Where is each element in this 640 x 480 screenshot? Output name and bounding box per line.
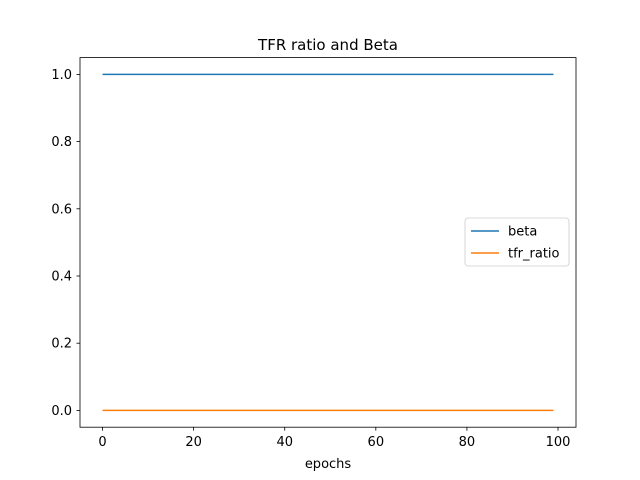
- chart-title: TFR ratio and Beta: [257, 36, 398, 54]
- legend-label: beta: [508, 225, 537, 240]
- legend-label: tfr_ratio: [508, 247, 560, 262]
- plot-frame: [79, 57, 577, 428]
- x-tick-label: 100: [546, 435, 571, 450]
- y-tick-label: 0.4: [51, 270, 72, 285]
- y-tick-label: 0.6: [51, 202, 72, 217]
- y-tick-label: 0.8: [51, 135, 72, 150]
- axis-ticks: 0 20 40 60 80 100 0.0 0.2 0.4 0.6 0.8 1.0: [51, 68, 570, 450]
- x-tick-label: 80: [459, 435, 476, 450]
- x-axis-label: epochs: [305, 457, 352, 472]
- legend: beta tfr_ratio: [464, 217, 570, 267]
- x-tick-label: 20: [185, 435, 202, 450]
- legend-box: [464, 217, 570, 267]
- y-tick-label: 1.0: [51, 68, 72, 83]
- y-tick-label: 0.2: [51, 337, 72, 352]
- x-tick-label: 0: [98, 435, 106, 450]
- x-tick-label: 40: [276, 435, 293, 450]
- x-tick-label: 60: [368, 435, 385, 450]
- series-lines: [102, 73, 554, 412]
- y-tick-label: 0.0: [51, 404, 72, 419]
